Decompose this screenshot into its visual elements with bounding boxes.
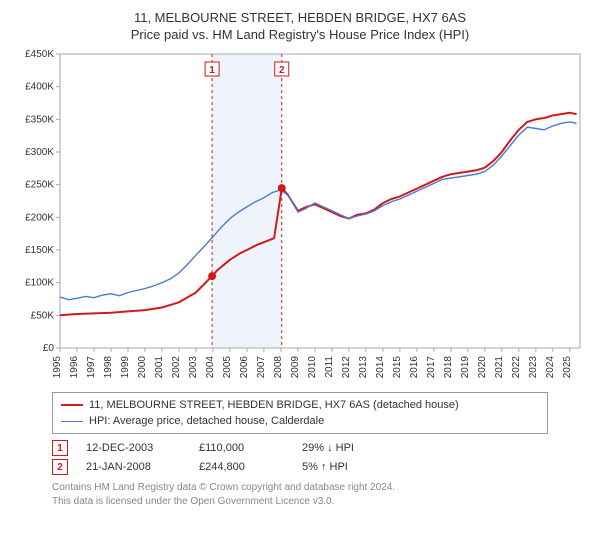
legend-row-2: HPI: Average price, detached house, Cald… bbox=[61, 413, 539, 429]
svg-text:2004: 2004 bbox=[205, 356, 216, 379]
title-subtitle: Price paid vs. HM Land Registry's House … bbox=[12, 27, 588, 42]
svg-text:1997: 1997 bbox=[86, 356, 97, 379]
marker-rows: 1 12-DEC-2003 £110,000 29% ↓ HPI 2 21-JAN-200… bbox=[12, 440, 588, 475]
svg-text:2000: 2000 bbox=[137, 356, 148, 379]
svg-text:2008: 2008 bbox=[273, 356, 284, 379]
svg-text:£150K: £150K bbox=[25, 245, 54, 256]
footer-line-2: This data is licensed under the Open Gov… bbox=[52, 495, 548, 509]
svg-text:2025: 2025 bbox=[562, 356, 573, 379]
marker-row: 1 12-DEC-2003 £110,000 29% ↓ HPI bbox=[52, 440, 548, 456]
marker-date: 12-DEC-2003 bbox=[86, 442, 181, 454]
svg-text:£400K: £400K bbox=[25, 82, 54, 93]
svg-text:2023: 2023 bbox=[528, 356, 539, 379]
marker-date: 21-JAN-2008 bbox=[86, 461, 181, 473]
title-address: 11, MELBOURNE STREET, HEBDEN BRIDGE, HX7… bbox=[12, 10, 588, 25]
chart-container: { "title_line1": "11, MELBOURNE STREET, … bbox=[0, 0, 600, 516]
marker-price: £110,000 bbox=[199, 442, 284, 454]
svg-text:2015: 2015 bbox=[392, 356, 403, 379]
svg-text:£300K: £300K bbox=[25, 147, 54, 158]
legend-label-2: HPI: Average price, detached house, Cald… bbox=[89, 415, 324, 427]
legend-label-1: 11, MELBOURNE STREET, HEBDEN BRIDGE, HX7… bbox=[89, 399, 459, 411]
svg-text:2: 2 bbox=[279, 65, 285, 76]
svg-text:£100K: £100K bbox=[25, 278, 54, 289]
svg-text:2001: 2001 bbox=[154, 356, 165, 379]
svg-text:2006: 2006 bbox=[239, 356, 250, 379]
price-chart: £0 £50K £100K £150K £200K £250K £300K £350K £400… bbox=[12, 48, 588, 388]
svg-text:£450K: £450K bbox=[25, 49, 54, 60]
marker-badge: 1 bbox=[52, 440, 68, 456]
svg-text:2024: 2024 bbox=[545, 356, 556, 379]
marker-price: £244,800 bbox=[199, 461, 284, 473]
svg-text:2003: 2003 bbox=[188, 356, 199, 379]
svg-text:2010: 2010 bbox=[307, 356, 318, 379]
svg-text:£350K: £350K bbox=[25, 114, 54, 125]
svg-text:2016: 2016 bbox=[409, 356, 420, 379]
svg-text:2013: 2013 bbox=[358, 356, 369, 379]
footer-line-1: Contains HM Land Registry data © Crown c… bbox=[52, 481, 548, 495]
svg-text:1996: 1996 bbox=[69, 356, 80, 379]
svg-text:£50K: £50K bbox=[31, 310, 55, 321]
svg-text:2012: 2012 bbox=[341, 356, 352, 379]
legend-row-1: 11, MELBOURNE STREET, HEBDEN BRIDGE, HX7… bbox=[61, 397, 539, 413]
svg-text:1999: 1999 bbox=[120, 356, 131, 379]
marker-badge: 2 bbox=[52, 459, 68, 475]
svg-text:2017: 2017 bbox=[426, 356, 437, 379]
svg-text:£250K: £250K bbox=[25, 180, 54, 191]
legend: 11, MELBOURNE STREET, HEBDEN BRIDGE, HX7… bbox=[52, 392, 548, 434]
marker-delta: 29% ↓ HPI bbox=[302, 442, 392, 454]
legend-swatch-1 bbox=[61, 404, 83, 406]
svg-text:1: 1 bbox=[209, 65, 215, 76]
chart-svg: £0 £50K £100K £150K £200K £250K £300K £350K £400… bbox=[12, 48, 588, 388]
svg-text:2019: 2019 bbox=[460, 356, 471, 379]
svg-text:2018: 2018 bbox=[443, 356, 454, 379]
svg-text:2009: 2009 bbox=[290, 356, 301, 379]
marker-row: 2 21-JAN-2008 £244,800 5% ↑ HPI bbox=[52, 459, 548, 475]
svg-text:£0: £0 bbox=[43, 343, 55, 354]
svg-text:2021: 2021 bbox=[494, 356, 505, 379]
svg-text:2011: 2011 bbox=[324, 356, 335, 378]
svg-text:2022: 2022 bbox=[511, 356, 522, 379]
legend-swatch-2 bbox=[61, 421, 83, 422]
svg-text:1995: 1995 bbox=[52, 356, 63, 379]
svg-text:1998: 1998 bbox=[103, 356, 114, 379]
svg-text:£200K: £200K bbox=[25, 212, 54, 223]
svg-text:2014: 2014 bbox=[375, 356, 386, 379]
svg-text:2005: 2005 bbox=[222, 356, 233, 379]
marker-delta: 5% ↑ HPI bbox=[302, 461, 392, 473]
footer: Contains HM Land Registry data © Crown c… bbox=[52, 481, 548, 508]
svg-text:2007: 2007 bbox=[256, 356, 267, 379]
svg-text:2002: 2002 bbox=[171, 356, 182, 379]
svg-text:2020: 2020 bbox=[477, 356, 488, 379]
